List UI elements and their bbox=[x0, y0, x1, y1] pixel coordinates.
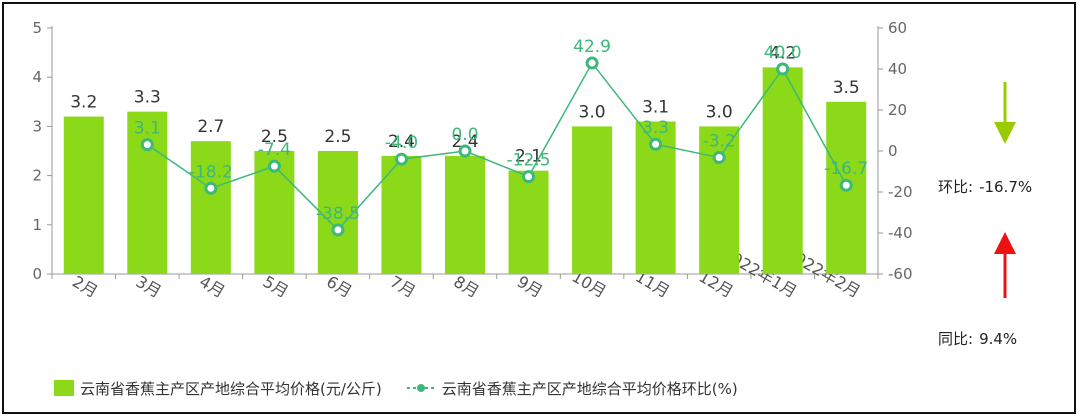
mom-point bbox=[839, 178, 853, 192]
price-bar-label: 2.4 bbox=[388, 132, 415, 152]
price-bar bbox=[381, 155, 422, 274]
x-tick-label: 5月 bbox=[260, 272, 292, 302]
mom-point bbox=[140, 138, 154, 152]
y-right-tick-label: 0 bbox=[888, 142, 898, 160]
price-bar-label: 2.7 bbox=[197, 117, 224, 137]
price-bar-label: 3.0 bbox=[706, 102, 733, 122]
x-tick-label: 4月 bbox=[196, 272, 228, 302]
mom-point-label: 3.1 bbox=[134, 119, 161, 139]
price-bar bbox=[317, 151, 358, 274]
mom-point-label: -38.5 bbox=[316, 204, 360, 224]
mom-point bbox=[522, 170, 536, 184]
mom-line bbox=[146, 61, 847, 232]
mom-point-label: -4.0 bbox=[385, 133, 418, 153]
x-tick-label: 2月 bbox=[69, 272, 101, 302]
y-right-tick-label: -40 bbox=[888, 224, 913, 242]
price-bar-label: 3.1 bbox=[642, 97, 669, 117]
mom-point-label: 42.9 bbox=[573, 37, 611, 57]
yoy-value: 9.4% bbox=[979, 330, 1018, 348]
mom-point bbox=[331, 223, 345, 237]
mom-point bbox=[776, 62, 790, 76]
mom-value: -16.7% bbox=[979, 178, 1033, 196]
mom-point-label: -16.7 bbox=[824, 159, 868, 179]
legend-swatch-price-bar bbox=[54, 380, 74, 396]
x-tick-label: 9月 bbox=[514, 272, 546, 302]
y-right-tick-label: -60 bbox=[888, 265, 913, 283]
price-bar bbox=[63, 116, 104, 274]
mom-point bbox=[458, 144, 472, 158]
price-bar-label: 3.2 bbox=[70, 93, 97, 113]
down-arrow-icon bbox=[994, 82, 1016, 144]
mom-point bbox=[394, 152, 408, 166]
yoy-label: 同比: bbox=[938, 330, 974, 348]
price-bar-label: 4.2 bbox=[769, 43, 796, 63]
price-bar-label: 2.5 bbox=[261, 127, 288, 147]
legend-label-mom: 云南省香蕉主产区产地综合平均价格环比(%) bbox=[441, 379, 738, 398]
price-bar-label: 2.4 bbox=[451, 132, 478, 152]
price-bar bbox=[190, 141, 231, 274]
y-left-tick-label: 3 bbox=[32, 117, 42, 135]
mom-summary: 环比: -16.7% bbox=[938, 176, 1032, 197]
mom-point bbox=[585, 56, 599, 70]
mom-label: 环比: bbox=[938, 178, 974, 196]
mom-point-label: 3.3 bbox=[642, 118, 669, 138]
y-left-tick-label: 4 bbox=[32, 68, 42, 86]
y-right-tick-label: 40 bbox=[888, 60, 907, 78]
mom-point-label: -18.2 bbox=[189, 162, 233, 182]
price-bar bbox=[508, 170, 549, 274]
y-left-tick-label: 2 bbox=[32, 167, 42, 185]
price-bar-label: 3.3 bbox=[134, 88, 161, 108]
price-bar-label: 2.5 bbox=[324, 127, 351, 147]
up-arrow-icon bbox=[994, 232, 1016, 298]
y-left-tick-label: 5 bbox=[32, 19, 42, 37]
legend-swatch-mom-line bbox=[406, 380, 436, 396]
y-right-tick-label: 20 bbox=[888, 101, 907, 119]
y-right-tick-label: -20 bbox=[888, 183, 913, 201]
legend-label-price: 云南省香蕉主产区产地综合平均价格(元/公斤) bbox=[80, 379, 382, 398]
x-tick-label: 7月 bbox=[387, 272, 419, 302]
y-left-tick-label: 0 bbox=[32, 265, 42, 283]
price-bar-label: 3.0 bbox=[579, 102, 606, 122]
price-bar bbox=[699, 126, 740, 275]
x-tick-label: 6月 bbox=[323, 272, 355, 302]
price-bar-label: 2.1 bbox=[515, 147, 542, 167]
chart-legend: 云南省香蕉主产区产地综合平均价格(元/公斤) 云南省香蕉主产区产地综合平均价格环… bbox=[54, 376, 738, 400]
y-right-tick-label: 60 bbox=[888, 19, 907, 37]
mom-point-label: -3.2 bbox=[703, 132, 736, 152]
x-tick-label: 8月 bbox=[450, 272, 482, 302]
mom-point-label: 40.0 bbox=[764, 43, 802, 63]
mom-point-label: -7.4 bbox=[258, 140, 291, 160]
price-bar bbox=[445, 155, 485, 274]
price-bar-label: 3.5 bbox=[833, 78, 860, 98]
price-bar bbox=[762, 67, 803, 274]
mom-point bbox=[712, 151, 726, 165]
mom-point bbox=[204, 181, 218, 195]
x-tick-label: 3月 bbox=[133, 272, 165, 302]
mom-point bbox=[267, 159, 281, 173]
price-bar bbox=[572, 126, 613, 275]
mom-point-label: 0.0 bbox=[451, 125, 478, 145]
y-left-tick-label: 1 bbox=[32, 216, 42, 234]
yoy-summary: 同比: 9.4% bbox=[938, 328, 1017, 349]
mom-point bbox=[649, 137, 663, 151]
mom-point-label: -12.5 bbox=[507, 151, 551, 171]
